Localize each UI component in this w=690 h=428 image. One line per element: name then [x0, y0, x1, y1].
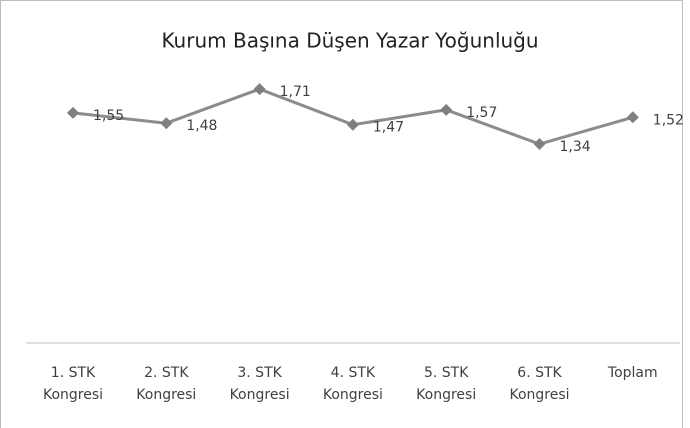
- marker: [533, 138, 546, 151]
- x-tick-label: 1. STK Kongresi: [42, 365, 104, 403]
- marker: [440, 103, 453, 116]
- data-label: 1,48: [186, 118, 217, 134]
- line: [72, 87, 634, 146]
- x-tick-label: 6. STK Kongresi: [509, 365, 570, 403]
- marker: [346, 118, 359, 131]
- x-tick-label: 2. STK Kongresi: [136, 365, 197, 403]
- data-label: 1,55: [93, 108, 124, 124]
- x-tick-label: 5. STK Kongresi: [416, 365, 477, 403]
- data-label: 1,34: [560, 139, 591, 155]
- marker: [253, 83, 266, 96]
- marker: [67, 106, 79, 119]
- x-tick-label: 4. STK Kongresi: [322, 365, 383, 403]
- x-tick-label: 3. STK Kongresi: [229, 365, 290, 403]
- data-label: 1,71: [280, 84, 311, 100]
- marker: [160, 117, 173, 130]
- data-label: 1,57: [466, 105, 497, 121]
- marker: [626, 111, 639, 124]
- x-tick-label: Toplam: [607, 365, 658, 381]
- data-label: 1,47: [373, 120, 404, 136]
- chart-title: Kurum Başına Düşen Yazar Yoğunluğu: [161, 29, 538, 53]
- data-label: 1,52: [653, 112, 684, 128]
